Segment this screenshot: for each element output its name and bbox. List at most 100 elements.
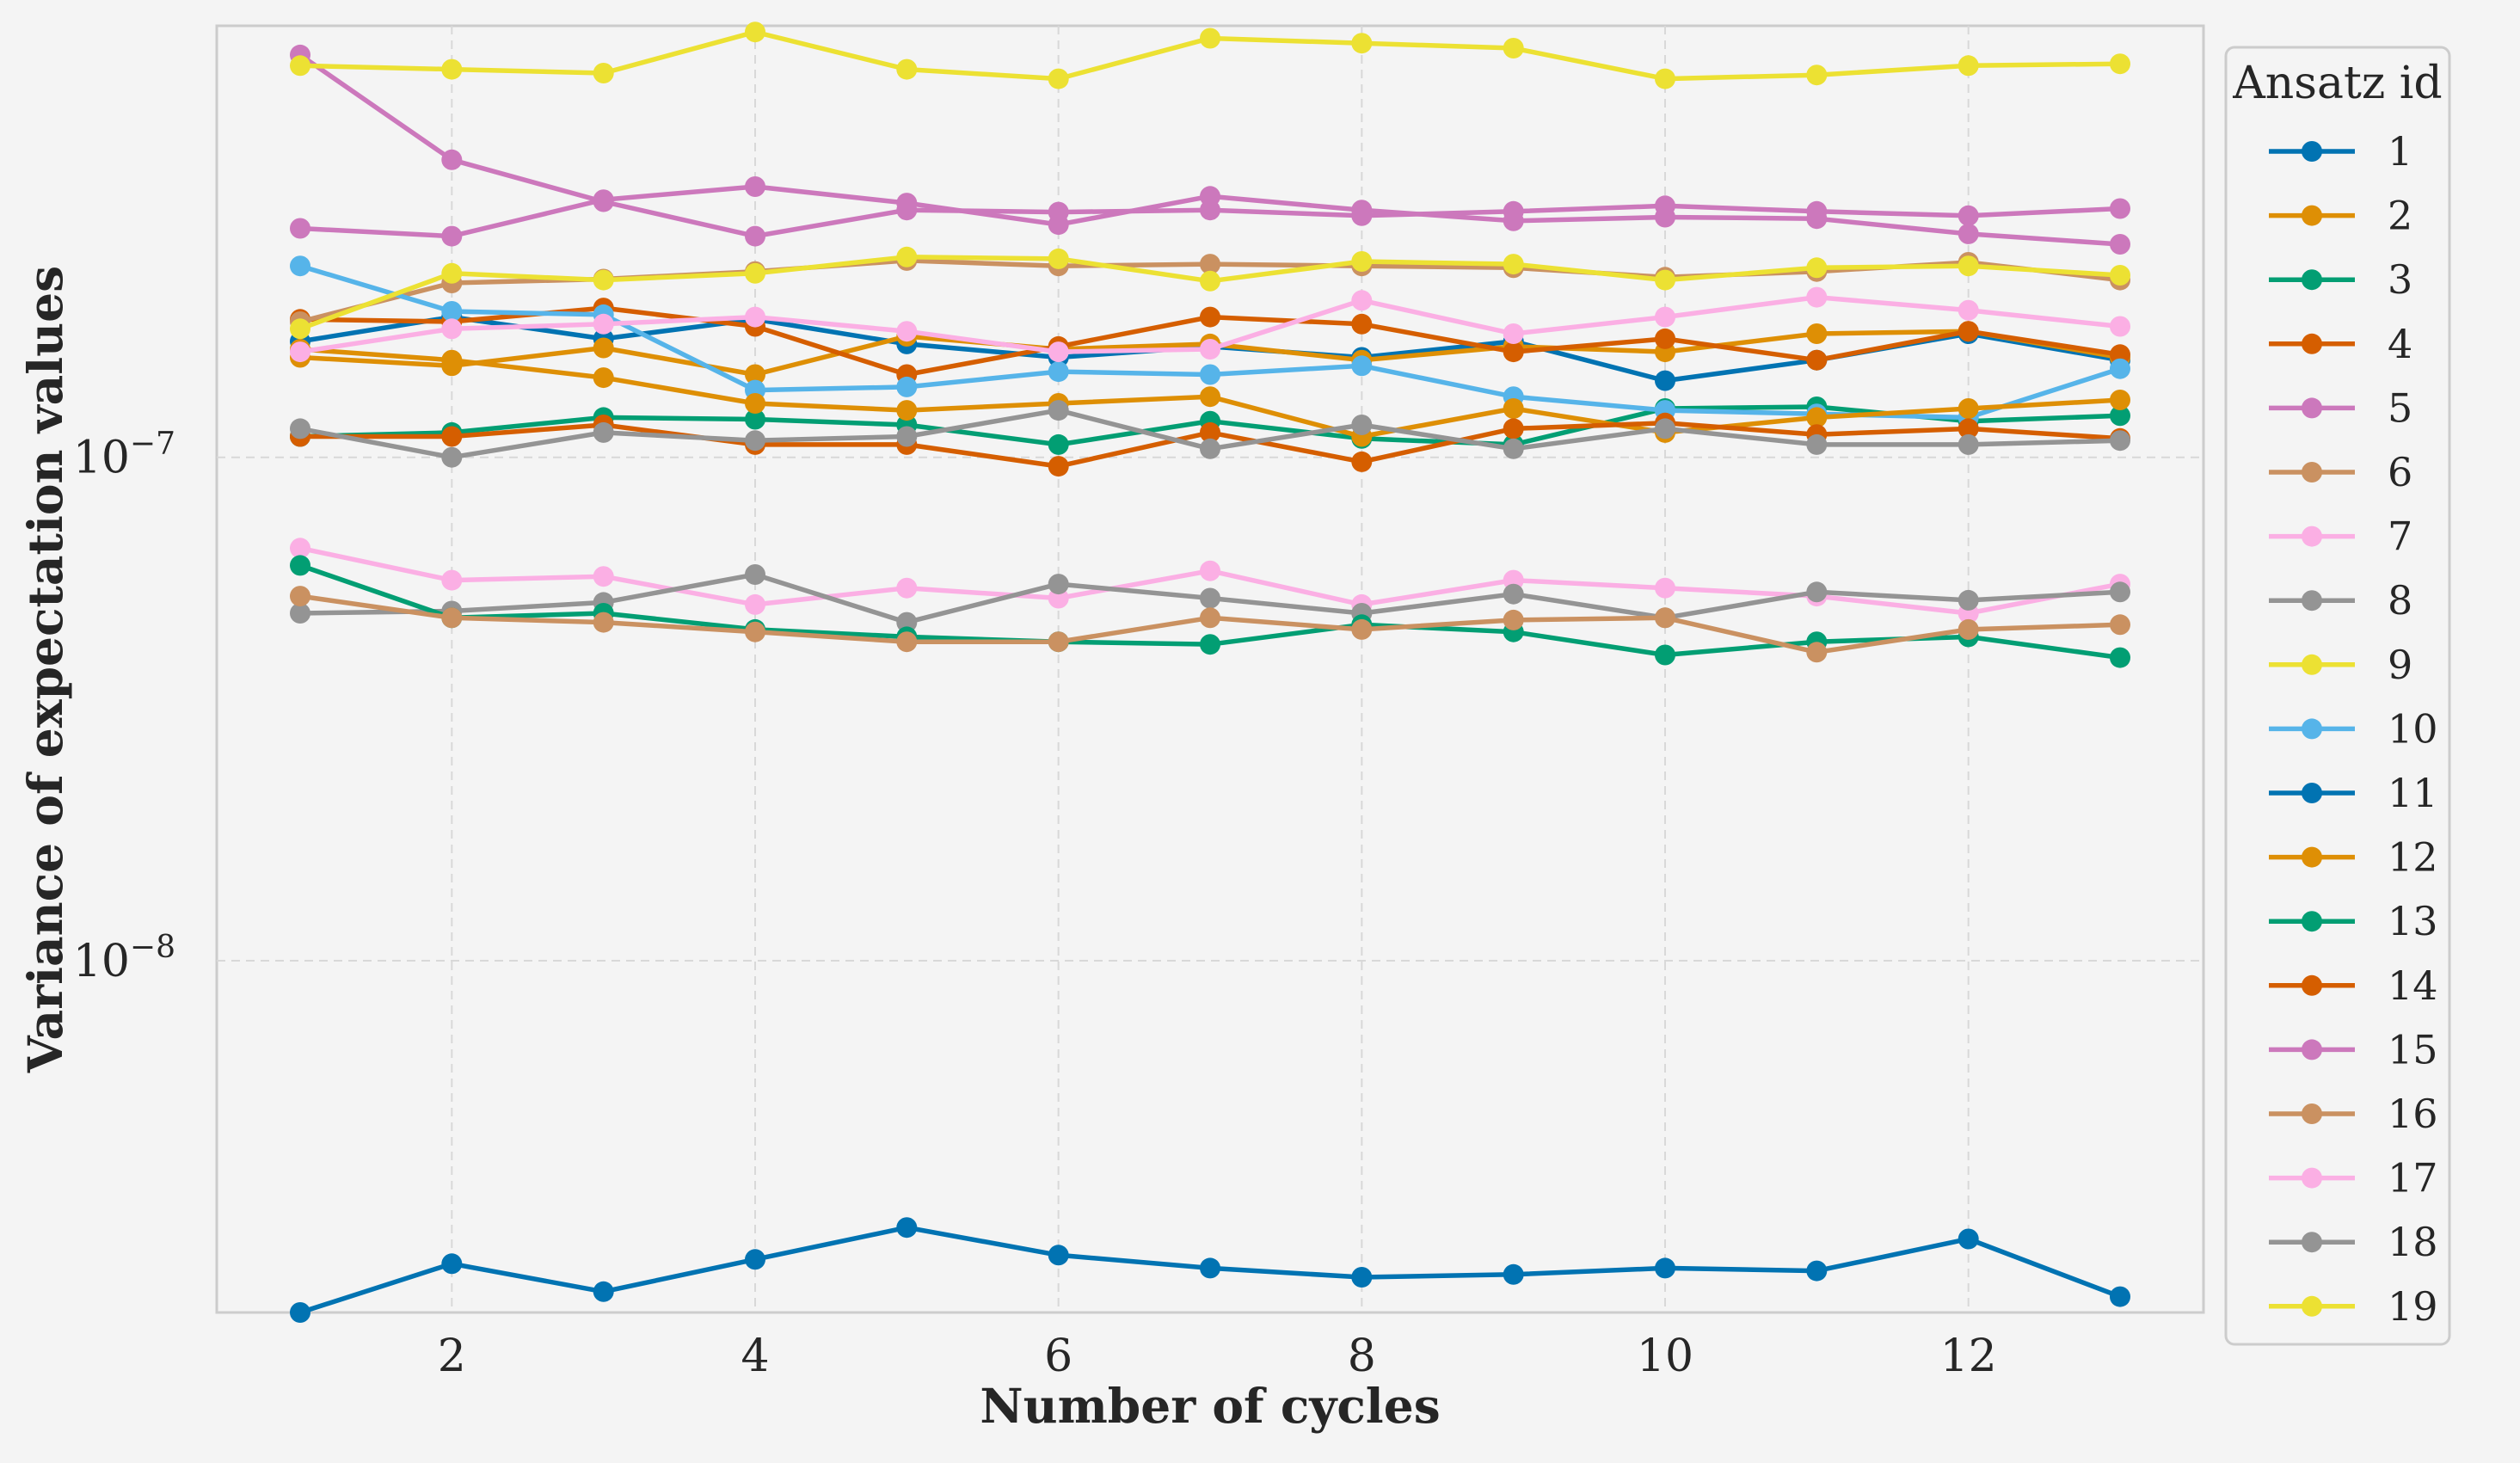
x-tick-label: 12 xyxy=(1940,1331,1997,1382)
series-9-point xyxy=(1503,38,1524,58)
series-10-point xyxy=(1351,355,1373,377)
legend-label-14: 14 xyxy=(2388,962,2438,1009)
series-18-point xyxy=(1048,400,1069,421)
series-12-point xyxy=(2110,390,2130,410)
series-15-point xyxy=(1958,223,1979,244)
series-16 xyxy=(290,586,2130,663)
legend-swatch-marker-7 xyxy=(2302,526,2322,547)
series-18-point xyxy=(441,446,463,468)
series-11-point xyxy=(441,1253,463,1275)
series-19-point xyxy=(1351,251,1373,272)
series-16-point xyxy=(1655,607,1675,629)
series-14-point xyxy=(1048,456,1069,477)
series-18 xyxy=(290,400,2130,468)
series-18-point xyxy=(896,426,918,447)
series-5-point xyxy=(2110,198,2130,219)
series-4-point xyxy=(1200,306,1220,328)
series-18-point xyxy=(290,418,310,440)
series-9-point xyxy=(593,63,614,83)
series-9-point xyxy=(1200,28,1220,49)
series-11-point xyxy=(896,1217,918,1239)
series-11-point xyxy=(2110,1286,2130,1307)
series-19-point xyxy=(290,318,310,340)
legend-label-5: 5 xyxy=(2388,384,2412,431)
legend-swatch-marker-18 xyxy=(2302,1232,2322,1253)
series-15-point xyxy=(896,193,918,214)
series-15-point xyxy=(1503,210,1524,231)
legend-swatch-marker-2 xyxy=(2302,205,2322,226)
series-7-point xyxy=(441,569,463,591)
legend-swatch-marker-6 xyxy=(2302,462,2322,483)
y-tick-label: 10−8 xyxy=(73,930,175,987)
series-18-point xyxy=(1503,438,1524,459)
legend-label-11: 11 xyxy=(2388,770,2438,816)
series-16-point xyxy=(593,612,614,633)
legend-swatch-marker-19 xyxy=(2302,1295,2322,1317)
legend-swatch-marker-5 xyxy=(2302,397,2322,419)
y-tick-label: 10−7 xyxy=(73,427,175,484)
series-13-point xyxy=(2110,647,2130,668)
series-3-point xyxy=(1048,433,1069,455)
series-15-point xyxy=(593,189,614,211)
series-16-point xyxy=(2110,614,2130,636)
series-2-point xyxy=(745,364,765,385)
series-19-point xyxy=(441,262,463,284)
legend-frame xyxy=(2224,46,2451,1346)
series-18-point xyxy=(1806,433,1828,455)
series-17-point xyxy=(1806,286,1828,308)
series-4-point xyxy=(1503,341,1524,363)
series-17-point xyxy=(1655,306,1675,328)
series-7-point xyxy=(1655,577,1675,599)
series-15-point xyxy=(1048,214,1069,236)
legend-label-18: 18 xyxy=(2388,1219,2438,1265)
series-group xyxy=(290,22,2130,1323)
series-11-point xyxy=(745,1249,765,1270)
series-8-point xyxy=(290,603,310,624)
series-16-point xyxy=(896,631,918,653)
series-15-point xyxy=(745,176,765,197)
series-10-point xyxy=(2110,358,2130,379)
series-11-point xyxy=(1503,1263,1524,1285)
series-5-point xyxy=(441,149,463,170)
series-10-point xyxy=(1048,361,1069,383)
legend-title: Ansatz id xyxy=(2232,58,2442,109)
series-9-point xyxy=(2110,53,2130,75)
series-5-point xyxy=(1958,205,1979,226)
series-10-point xyxy=(896,376,918,397)
legend-label-13: 13 xyxy=(2388,898,2438,944)
series-16-point xyxy=(290,586,310,607)
series-19-point xyxy=(1806,257,1828,279)
series-19-point xyxy=(1958,255,1979,277)
legend-swatch-marker-10 xyxy=(2302,718,2322,740)
series-8-point xyxy=(896,612,918,633)
y-axis-label: Variance of expectation values xyxy=(17,266,73,1073)
legend-swatch-marker-15 xyxy=(2302,1039,2322,1060)
series-17-point xyxy=(1503,323,1524,344)
series-8-point xyxy=(745,564,765,585)
series-19-point xyxy=(896,246,918,267)
series-16-point xyxy=(1806,642,1828,663)
series-17-point xyxy=(745,306,765,328)
series-16-point xyxy=(1503,609,1524,630)
series-4-point xyxy=(1806,349,1828,371)
series-12-point xyxy=(745,393,765,414)
series-9-point xyxy=(745,22,765,43)
series-7-point xyxy=(1200,560,1220,581)
legend-label-19: 19 xyxy=(2388,1283,2438,1330)
legend-label-15: 15 xyxy=(2388,1026,2438,1073)
series-18-point xyxy=(1200,438,1220,459)
series-17-point xyxy=(1958,299,1979,321)
series-15-point xyxy=(441,225,463,247)
series-4-point xyxy=(1655,328,1675,349)
series-16-point xyxy=(441,607,463,629)
series-16-point xyxy=(1351,618,1373,640)
series-14-point xyxy=(441,426,463,447)
x-tick-label: 10 xyxy=(1637,1331,1693,1382)
series-11 xyxy=(290,1217,2130,1323)
legend-swatch-marker-14 xyxy=(2302,974,2322,996)
series-8-point xyxy=(1806,581,1828,603)
series-19-point xyxy=(2110,265,2130,286)
series-7-point xyxy=(290,538,310,559)
x-tick-label: 8 xyxy=(1348,1331,1376,1382)
